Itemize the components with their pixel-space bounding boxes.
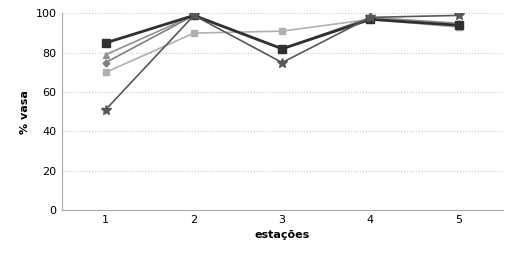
2009 [103, 41, 109, 45]
2009 [279, 47, 285, 50]
2008 [103, 53, 109, 56]
2009 [367, 18, 373, 21]
Y-axis label: % vasa: % vasa [20, 90, 30, 134]
2009 [191, 14, 197, 17]
2004/2007 [103, 71, 109, 74]
1998/2003 [191, 14, 197, 17]
Line: 1998/2003: 1998/2003 [103, 13, 461, 65]
2010 [279, 61, 285, 64]
2004/2007 [456, 26, 462, 29]
Line: 2009: 2009 [102, 12, 462, 53]
2008 [367, 16, 373, 19]
2008 [456, 22, 462, 25]
1998/2003 [456, 24, 462, 27]
2010 [456, 14, 462, 17]
2004/2007 [367, 18, 373, 21]
X-axis label: estações: estações [254, 230, 310, 240]
1998/2003 [279, 47, 285, 50]
Line: 2004/2007: 2004/2007 [103, 17, 461, 75]
2009 [456, 24, 462, 27]
2008 [191, 14, 197, 17]
2004/2007 [279, 30, 285, 33]
1998/2003 [103, 61, 109, 64]
Line: 2008: 2008 [103, 12, 462, 58]
2010 [191, 14, 197, 17]
2008 [279, 47, 285, 50]
2010 [103, 108, 109, 111]
2010 [367, 16, 373, 19]
1998/2003 [367, 18, 373, 21]
Line: 2010: 2010 [101, 10, 463, 115]
2004/2007 [191, 31, 197, 35]
